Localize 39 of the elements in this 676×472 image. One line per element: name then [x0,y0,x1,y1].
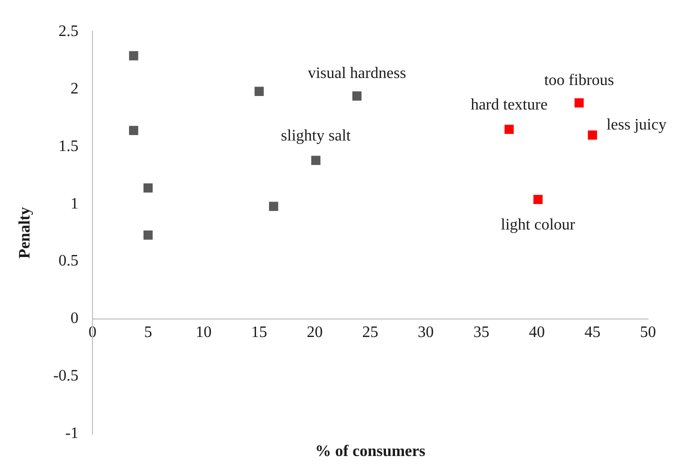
point [574,98,584,108]
point [129,51,138,60]
x-tick-label: 25 [362,324,378,341]
point [143,230,153,240]
x-tick-label: 30 [418,324,434,341]
annotation: light colour [500,216,576,234]
x-tick-label: 50 [640,324,656,341]
x-tick-label: 20 [306,324,323,341]
point [533,194,543,204]
point [352,91,362,101]
annotation: visual hardness [308,65,406,82]
y-tick-label: -0.5 [53,368,79,385]
annotation: slighty salt [280,128,352,145]
y-tick-label: 2 [70,80,79,98]
x-tick-label: 10 [196,324,212,341]
annotation: too fibrous [544,72,614,90]
y-tick-label: 1.5 [58,138,79,155]
x-tick-label: 35 [473,324,490,341]
x-tick-label: 15 [251,324,268,341]
x-axis-title: % of consumers [315,443,426,460]
y-tick-label: 1 [70,195,79,212]
point [143,183,153,193]
y-tick-label: 0.5 [58,252,79,270]
y-tick-label: -1 [65,425,79,442]
point [129,126,138,136]
point [504,124,514,134]
x-tick-label: 40 [528,324,545,341]
annotation: hard texture [470,96,548,114]
annotation: less juicy [606,116,666,134]
point [269,202,278,211]
point [588,130,598,140]
point [254,86,264,96]
x-tick-label: 0 [88,324,97,341]
point [311,156,320,165]
y-axis-title: Penalty [16,207,34,259]
y-tick-label: 2.5 [58,22,79,40]
x-tick-label: 5 [144,324,152,341]
x-tick-label: 45 [584,324,600,341]
y-tick-label: 0 [70,310,79,328]
